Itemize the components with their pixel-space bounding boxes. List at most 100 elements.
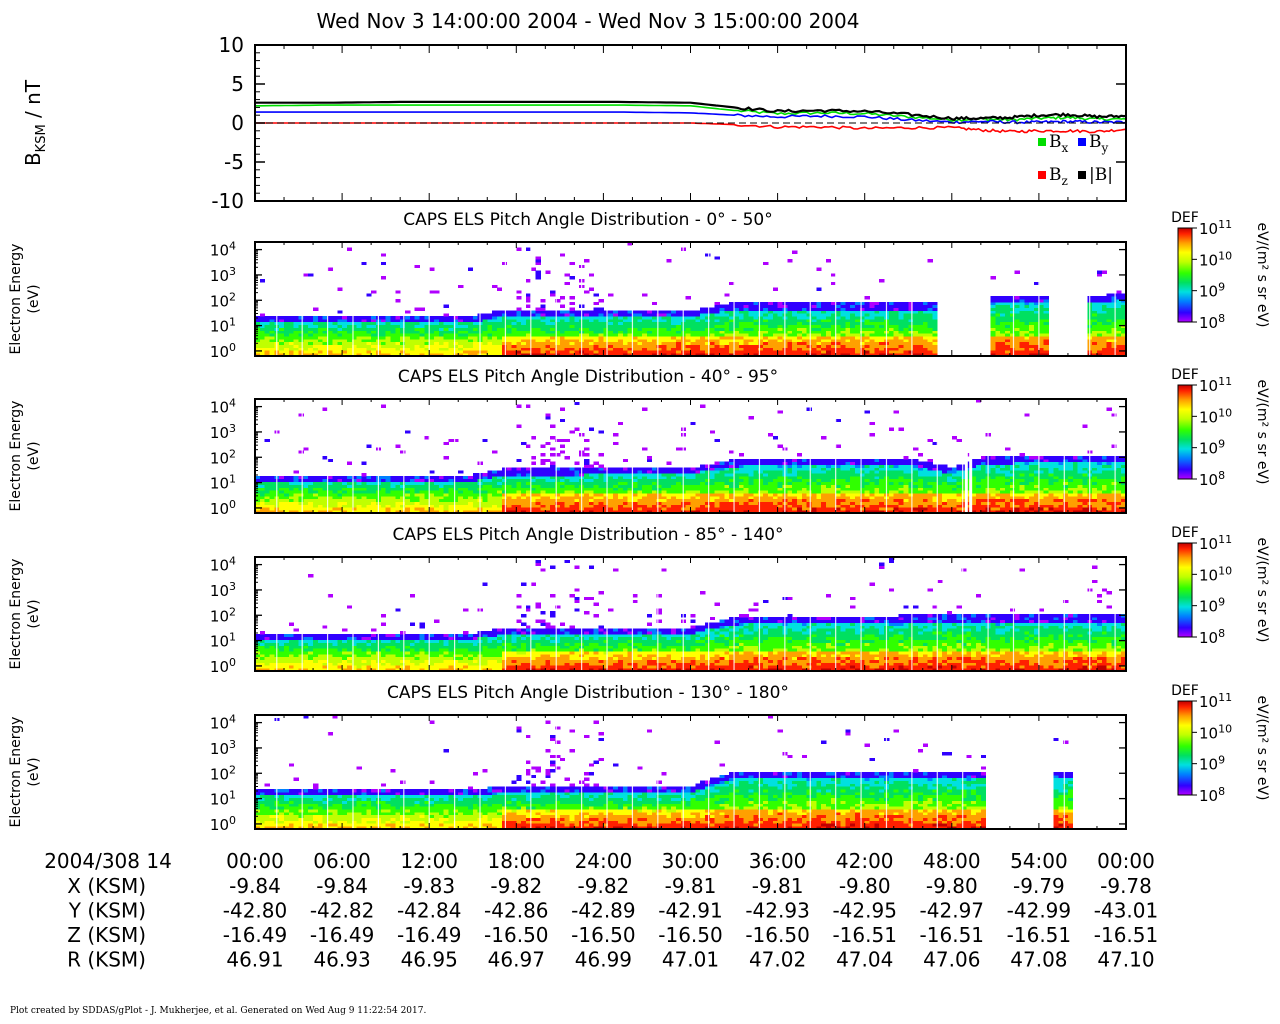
spectrogram-cell [898,353,904,357]
spectrogram-cell [327,353,333,357]
spectrogram-cell [1121,296,1127,300]
spectrogram-cell [922,301,929,306]
spectrogram-cell [501,350,508,354]
spectrogram-cell [753,333,759,337]
spectrogram-cell [545,338,551,343]
spectrogram-cell [1034,313,1040,317]
spectrogram-cell [608,490,614,494]
spectrogram-cell [1101,313,1108,317]
spectrogram-cell [787,304,793,308]
spectrogram-cell [1009,316,1016,320]
spectrogram-cell [758,507,764,511]
spectrogram-cell [816,333,822,337]
spectrogram-cell [1014,310,1020,314]
spectrogram-cell [811,310,817,314]
spectrogram-cell [371,478,377,483]
spectrogram-cell [361,316,367,320]
spectrogram-cell [816,267,822,271]
spectrogram-cell [661,470,667,474]
spectrogram-cell [584,333,590,337]
spectrogram-cell [317,333,324,337]
spectrogram-cell [559,333,566,337]
spectrogram-cell [414,475,420,480]
spectrogram-cell [743,344,749,348]
spectrogram-cell [371,498,377,502]
spectrogram-cell [801,495,808,500]
spectrogram-cell [869,318,875,323]
spectrogram-cell [584,501,590,505]
spectrogram-cell [501,498,508,502]
spectrogram-cell [516,313,522,317]
spectrogram-cell [385,501,391,505]
spectrogram-cell [661,338,667,343]
spectrogram-cell [438,333,445,337]
spectrogram-cell [429,290,435,294]
spectrogram-cell [492,321,498,326]
spectrogram-cell [801,490,808,494]
spectrogram-cell [380,353,387,357]
spectrogram-cell [438,507,445,511]
spectrogram-cell [463,478,469,483]
spectrogram-cell [748,481,754,485]
spectrogram-cell [361,336,367,340]
spectrogram-cell [308,333,314,337]
spectrogram-cell [859,318,866,323]
spectrogram-cell [284,501,290,505]
spectrogram-cell [535,310,541,314]
spectrogram-cell [264,338,270,343]
spectrogram-cell [487,470,493,474]
spectrogram-cell [371,338,377,343]
spectrogram-cell [409,347,416,351]
spectrogram-cell [1043,350,1049,354]
spectrogram-cell [472,336,478,340]
spectrogram-cell [627,495,633,500]
spectrogram-cell [1014,327,1020,331]
spectrogram-cell [738,475,745,480]
spectrogram-cell [705,467,711,471]
spectrogram-cell [874,310,880,314]
spectrogram-cell [521,478,527,483]
spectrogram-cell [574,401,580,406]
spectrogram-cell [646,333,653,337]
spectrogram-cell [772,467,778,471]
spectrogram-cell [927,353,933,357]
spectrogram-cell [380,404,387,408]
spectrogram-cell [787,464,793,468]
spectrogram-cell [255,333,261,337]
spectrogram-cell [806,324,812,328]
spectrogram-cell [443,344,449,348]
spectrogram-cell [772,310,778,314]
spectrogram-cell [617,504,624,508]
spectrogram-cell [598,430,604,434]
spectrogram-cell [564,487,570,491]
spectrogram-cell [371,487,377,491]
spectrogram-cell [390,353,396,357]
spectrogram-cell [1111,327,1117,331]
spectrogram-cell [705,507,711,511]
spectrogram-cell [801,487,808,491]
spectrogram-cell [259,318,266,323]
spectrogram-cell [598,310,604,314]
spectrogram-cell [990,336,996,340]
spectrogram-cell [903,313,909,317]
spectrogram-cell [259,347,266,351]
spectrogram-cell [1121,338,1127,343]
spectrogram-cell [651,481,658,485]
spectrogram-cell [269,475,275,480]
spectrogram-cell [438,501,445,505]
spectrogram-cell [796,504,803,508]
spectrogram-cell [525,404,532,408]
spectrogram-cell [1009,304,1016,308]
spectrogram-cell [685,487,691,491]
spectrogram-cell [695,490,701,494]
spectrogram-cell [637,501,643,505]
spectrogram-cell [642,481,648,485]
spectrogram-cell [521,336,527,340]
spectrogram-cell [322,338,328,343]
spectrogram-cell [1106,336,1112,340]
spectrogram-cell [1009,344,1016,348]
spectrogram-cell [753,350,759,354]
spectrogram-cell [666,330,672,334]
spectrogram-cell [472,344,478,348]
spectrogram-cell [685,504,691,508]
